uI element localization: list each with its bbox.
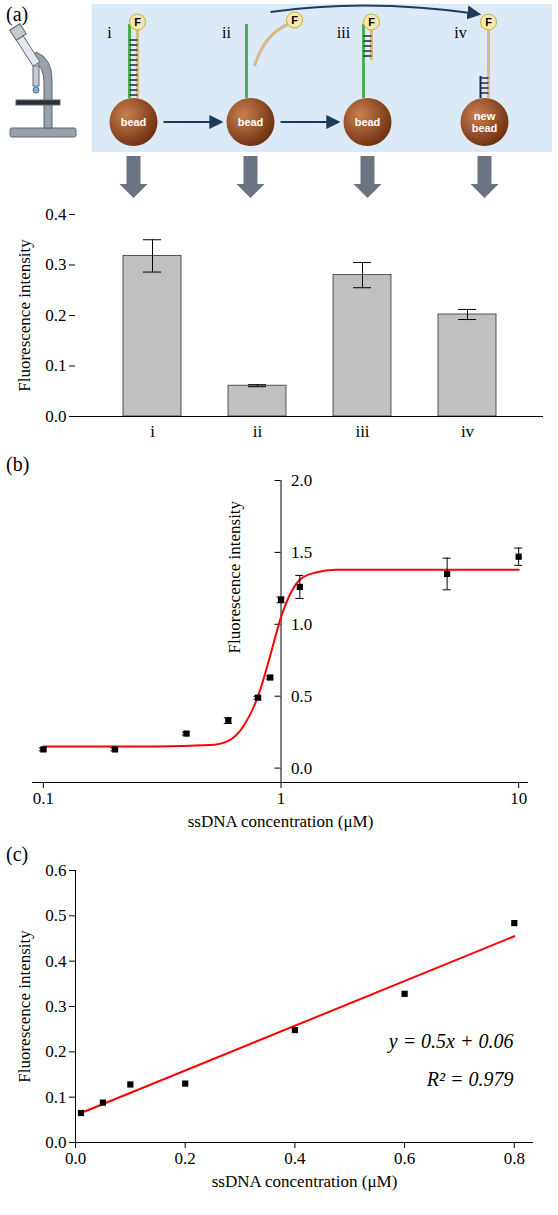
svg-text:iii: iii xyxy=(355,422,369,441)
svg-text:bead: bead xyxy=(121,116,147,128)
html-text:(a): (a) xyxy=(6,3,29,25)
svg-text:0.0: 0.0 xyxy=(65,1149,86,1168)
html-text:(c): (c) xyxy=(6,843,29,865)
svg-text:iii: iii xyxy=(337,24,351,41)
svg-text:F: F xyxy=(368,16,375,28)
svg-text:0.6: 0.6 xyxy=(45,861,66,880)
svg-text:1: 1 xyxy=(277,789,286,808)
svg-text:10: 10 xyxy=(510,789,527,808)
svg-text:i: i xyxy=(107,24,112,41)
svg-text:0.8: 0.8 xyxy=(504,1149,525,1168)
svg-text:bead: bead xyxy=(355,116,381,128)
svg-text:R² = 0.979: R² = 0.979 xyxy=(426,1068,514,1090)
svg-text:0.5: 0.5 xyxy=(45,906,66,925)
svg-text:iv: iv xyxy=(454,24,466,41)
svg-text:Fluorescence intensity: Fluorescence intensity xyxy=(15,930,34,1083)
svg-text:0.3: 0.3 xyxy=(45,997,66,1016)
svg-text:0.1: 0.1 xyxy=(45,356,66,375)
html-text:(b): (b) xyxy=(6,453,30,475)
svg-text:0.0: 0.0 xyxy=(45,1133,66,1152)
svg-text:Fluorescence intensity: Fluorescence intensity xyxy=(15,239,34,392)
svg-text:F: F xyxy=(134,16,141,28)
svg-text:1.0: 1.0 xyxy=(291,615,312,634)
svg-text:1.5: 1.5 xyxy=(291,543,312,562)
svg-text:0.1: 0.1 xyxy=(33,789,54,808)
svg-text:0.0: 0.0 xyxy=(291,759,312,778)
svg-text:ii: ii xyxy=(253,422,263,441)
svg-text:newbead: newbead xyxy=(472,110,498,134)
svg-text:ssDNA concentration (μM): ssDNA concentration (μM) xyxy=(212,1172,398,1191)
svg-text:F: F xyxy=(291,14,298,26)
svg-text:F: F xyxy=(485,16,492,28)
svg-text:0.2: 0.2 xyxy=(45,306,66,325)
svg-text:0.6: 0.6 xyxy=(394,1149,415,1168)
svg-text:0.0: 0.0 xyxy=(45,407,66,426)
svg-text:2.0: 2.0 xyxy=(291,471,312,490)
svg-text:y = 0.5x + 0.06: y = 0.5x + 0.06 xyxy=(387,1030,514,1053)
svg-text:0.4: 0.4 xyxy=(45,952,67,971)
svg-text:0.4: 0.4 xyxy=(45,205,67,224)
svg-text:0.1: 0.1 xyxy=(45,1088,66,1107)
svg-text:iv: iv xyxy=(461,422,475,441)
svg-text:0.2: 0.2 xyxy=(45,1042,66,1061)
svg-text:ssDNA concentration (μM): ssDNA concentration (μM) xyxy=(188,812,374,831)
svg-text:bead: bead xyxy=(238,116,264,128)
svg-text:Fluorescence intensity: Fluorescence intensity xyxy=(225,500,244,653)
svg-text:i: i xyxy=(150,422,155,441)
svg-text:ii: ii xyxy=(222,24,231,41)
svg-text:0.2: 0.2 xyxy=(175,1149,196,1168)
svg-text:0.4: 0.4 xyxy=(284,1149,306,1168)
svg-text:0.3: 0.3 xyxy=(45,255,66,274)
svg-text:0.5: 0.5 xyxy=(291,687,312,706)
